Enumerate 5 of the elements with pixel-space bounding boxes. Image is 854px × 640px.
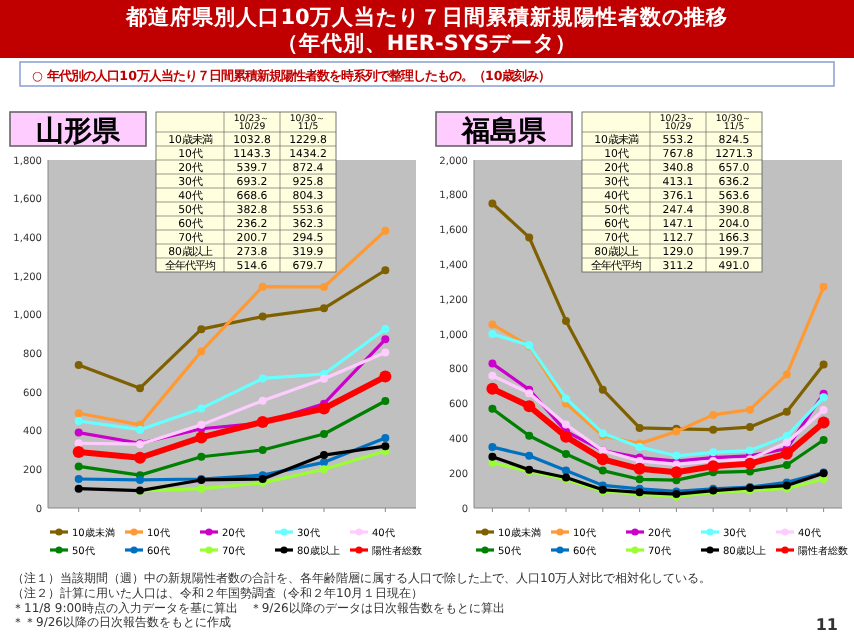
text: 11 (815, 616, 839, 634)
chart-title: 福島県 (460, 114, 548, 148)
text: 都道府県別人口10万人当たり７日間累積新規陽性者数の推移 (124, 4, 728, 30)
text: （年代別、HER-SYSデータ） (276, 30, 578, 56)
chart-title: 山形県 (36, 116, 122, 148)
